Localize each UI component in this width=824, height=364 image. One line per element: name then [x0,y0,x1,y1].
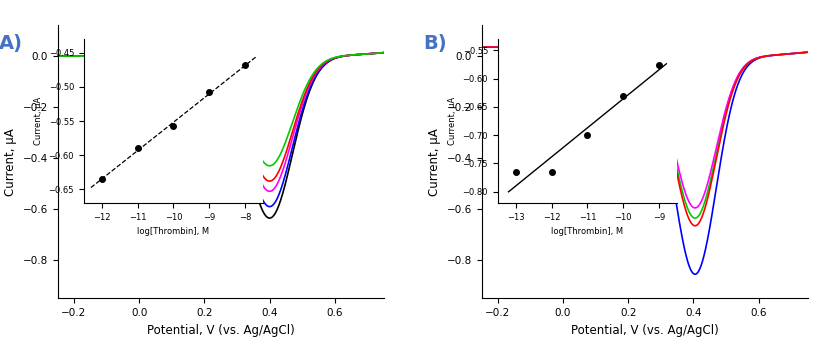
X-axis label: Potential, V (vs. Ag/AgCl): Potential, V (vs. Ag/AgCl) [147,324,294,337]
Y-axis label: Current, μA: Current, μA [428,128,441,196]
X-axis label: Potential, V (vs. Ag/AgCl): Potential, V (vs. Ag/AgCl) [571,324,719,337]
Y-axis label: Current, μA: Current, μA [4,128,17,196]
Text: A): A) [0,33,23,53]
Text: B): B) [423,33,447,53]
